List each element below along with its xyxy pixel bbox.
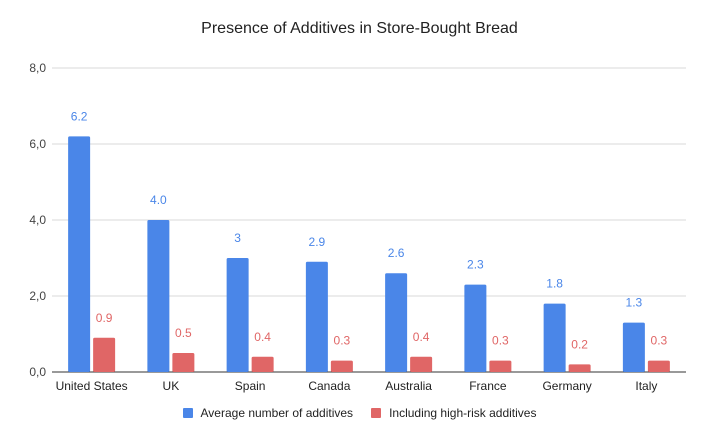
data-label-average: 1.8 — [546, 277, 563, 291]
legend-label-high-risk: Including high-risk additives — [389, 406, 537, 420]
data-label-average: 1.3 — [626, 296, 643, 310]
y-tick-label: 0,0 — [29, 365, 46, 379]
gridlines — [52, 67, 686, 373]
y-tick-label: 4,0 — [29, 213, 46, 227]
y-tick-label: 6,0 — [29, 137, 46, 151]
data-label-average: 2.6 — [388, 246, 405, 260]
data-label-high-risk: 0.3 — [492, 334, 509, 348]
bars — [68, 136, 670, 372]
bar-high-risk — [647, 360, 670, 372]
bar-average — [147, 220, 170, 372]
bar-high-risk — [568, 364, 591, 372]
bar-average — [68, 136, 91, 372]
y-axis-tick-labels: 0,0 2,0 4,0 6,0 8,0 — [29, 61, 46, 379]
chart-title: Presence of Additives in Store-Bought Br… — [201, 20, 518, 37]
legend-swatch-average — [182, 408, 193, 418]
bar-high-risk — [489, 360, 512, 372]
bar-average — [543, 303, 566, 372]
bar-average — [226, 258, 249, 372]
data-label-high-risk: 0.9 — [96, 311, 113, 325]
data-label-high-risk: 0.3 — [334, 334, 351, 348]
x-tick-label: Germany — [542, 379, 591, 393]
data-label-average: 3 — [234, 231, 241, 245]
legend-item-average: Average number of additives — [182, 406, 354, 420]
bar-average — [305, 261, 328, 372]
bar-high-risk — [172, 353, 195, 372]
x-tick-label: Australia — [385, 379, 432, 393]
x-tick-label: France — [469, 379, 507, 393]
bar-average — [385, 273, 408, 372]
bar-average — [464, 284, 487, 372]
data-labels: 6.2 0.9 4.0 0.5 3 0.4 2.9 0.3 2.6 0.4 2.3 0.3 1.8 0.2… — [71, 109, 668, 351]
data-label-high-risk: 0.5 — [175, 326, 192, 340]
legend-label-average: Average number of additives — [200, 406, 354, 420]
data-label-average: 6.2 — [71, 109, 88, 123]
data-label-average: 4.0 — [150, 193, 167, 207]
data-label-high-risk: 0.3 — [651, 334, 668, 348]
x-tick-label: Italy — [635, 379, 657, 393]
x-tick-label: UK — [163, 379, 180, 393]
bar-high-risk — [330, 360, 353, 372]
bar-average — [622, 322, 645, 372]
legend-swatch-high-risk — [371, 408, 382, 418]
x-tick-label: Canada — [308, 379, 350, 393]
legend-item-high-risk: Including high-risk additives — [371, 406, 536, 420]
x-tick-label: United States — [56, 379, 128, 393]
y-tick-label: 8,0 — [29, 61, 46, 75]
y-tick-label: 2,0 — [29, 289, 46, 303]
data-label-high-risk: 0.2 — [571, 337, 588, 351]
bar-high-risk — [251, 356, 274, 372]
x-axis-tick-labels: United States UK Spain Canada Australia Franc… — [56, 379, 658, 393]
data-label-high-risk: 0.4 — [254, 330, 271, 344]
x-tick-label: Spain — [235, 379, 266, 393]
data-label-average: 2.3 — [467, 258, 484, 272]
data-label-average: 2.9 — [309, 235, 326, 249]
bar-high-risk — [93, 337, 116, 372]
bar-high-risk — [410, 356, 433, 372]
data-label-high-risk: 0.4 — [413, 330, 430, 344]
legend: Average number of additives Including hi… — [0, 406, 719, 420]
